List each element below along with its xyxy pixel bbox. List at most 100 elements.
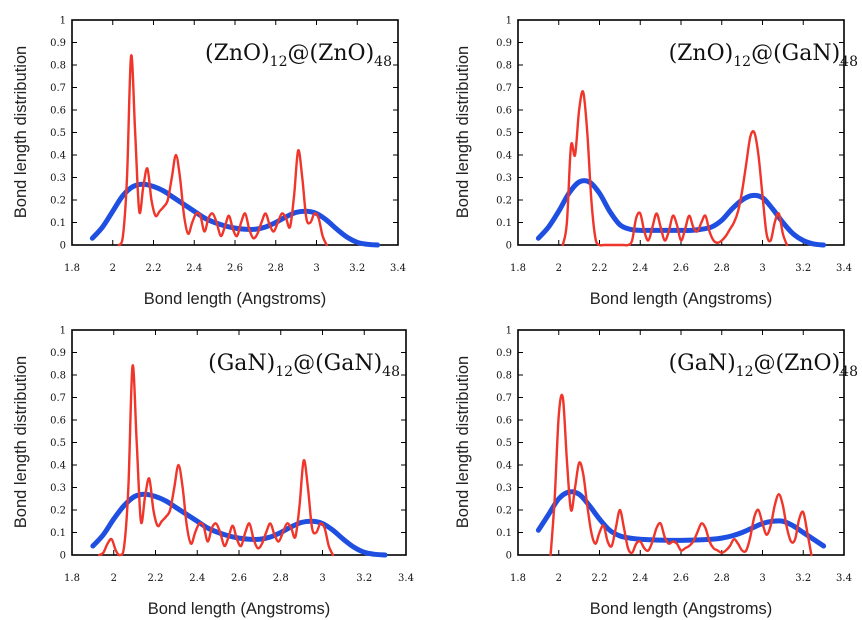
- y-tick-label: 0.4: [496, 151, 512, 162]
- y-axis-ticks: 0 0.1 0.2 0.3 0.4 0.5 0.6 0.7 0.8 0.9 1: [496, 326, 844, 562]
- y-tick-label: 1: [60, 16, 66, 27]
- y-tick-label: 1: [506, 326, 512, 337]
- panel-title: (GaN)12@(ZnO)48: [669, 351, 858, 380]
- x-tick-label: 2.8: [714, 263, 730, 274]
- x-tick-label: 2.4: [632, 573, 648, 584]
- panel-title: (ZnO)12@(GaN)48: [669, 41, 858, 70]
- chart-panel-1: 1.8 2 2.2 2.4 2.6 2.8 3 3.2 3.4 0 0.1 0.2 0.3 0.4 0.5…: [454, 16, 858, 309]
- y-tick-label: 0.9: [496, 38, 512, 49]
- x-tick-label: 2.8: [268, 263, 284, 274]
- x-axis-label: Bond length (Angstroms): [590, 290, 773, 308]
- y-tick-label: 0.7: [50, 83, 66, 94]
- x-axis-ticks: 1.8 2 2.2 2.4 2.6 2.8 3 3.2 3.4: [64, 20, 406, 274]
- x-tick-label: 2.6: [673, 573, 689, 584]
- y-tick-label: 0.5: [496, 438, 512, 449]
- x-tick-label: 3.4: [390, 263, 406, 274]
- y-tick-label: 0: [506, 241, 512, 252]
- x-axis-label: Bond length (Angstroms): [144, 290, 327, 308]
- y-tick-label: 0.8: [496, 61, 512, 72]
- x-tick-label: 2.4: [186, 263, 202, 274]
- x-tick-label: 3.2: [356, 573, 372, 584]
- series-lines: [89, 54, 381, 248]
- y-tick-label: 0.5: [50, 128, 66, 139]
- x-axis-ticks: 1.8 2 2.2 2.4 2.6 2.8 3 3.2 3.4: [510, 20, 852, 274]
- x-tick-label: 3.4: [836, 263, 852, 274]
- chart-panel-2: 1.8 2 2.2 2.4 2.6 2.8 3 3.2 3.4 0 0.1 0.2 0.3 0.4 0.5…: [12, 326, 414, 619]
- x-axis-label: Bond length (Angstroms): [148, 600, 331, 618]
- x-tick-label: 2.8: [273, 573, 289, 584]
- series-line-red: [97, 364, 335, 557]
- x-tick-label: 2.2: [146, 263, 162, 274]
- x-tick-label: 2.6: [227, 263, 243, 274]
- y-tick-label: 0.8: [50, 371, 66, 382]
- y-axis-label: Bond length distribution: [12, 356, 30, 528]
- y-axis-ticks: 0 0.1 0.2 0.3 0.4 0.5 0.6 0.7 0.8 0.9 1: [496, 16, 844, 252]
- x-tick-label: 1.8: [64, 263, 80, 274]
- x-tick-label: 2.4: [632, 263, 648, 274]
- series-line-red: [561, 90, 789, 247]
- x-tick-label: 2.2: [148, 573, 164, 584]
- y-tick-label: 0.6: [50, 106, 66, 117]
- x-tick-label: 1.8: [510, 263, 526, 274]
- y-tick-label: 0.8: [496, 371, 512, 382]
- y-tick-label: 0.4: [50, 151, 66, 162]
- x-tick-label: 2: [111, 573, 117, 584]
- y-axis-label: Bond length distribution: [12, 46, 30, 218]
- x-axis-label: Bond length (Angstroms): [590, 600, 773, 618]
- series-line-red: [117, 54, 328, 247]
- series-line-blue: [535, 178, 827, 248]
- x-tick-label: 2.2: [592, 573, 608, 584]
- chart-panel-0: 1.8 2 2.2 2.4 2.6 2.8 3 3.2 3.4 0 0.1 0.2 0.3 0.4 0.5…: [12, 16, 406, 309]
- y-tick-label: 0.3: [50, 483, 66, 494]
- y-tick-label: 0.6: [50, 416, 66, 427]
- y-tick-label: 0.3: [496, 173, 512, 184]
- x-tick-label: 3.2: [795, 573, 811, 584]
- series-lines: [90, 364, 388, 558]
- y-tick-label: 0.9: [496, 348, 512, 359]
- panel-title: (GaN)12@(GaN)48: [208, 351, 400, 380]
- y-tick-label: 0.2: [496, 196, 512, 207]
- y-tick-label: 0.2: [50, 506, 66, 517]
- y-tick-label: 0.8: [50, 61, 66, 72]
- y-tick-label: 0.2: [496, 506, 512, 517]
- series-lines: [535, 90, 827, 248]
- y-tick-label: 0.9: [50, 348, 66, 359]
- x-axis-ticks: 1.8 2 2.2 2.4 2.6 2.8 3 3.2 3.4: [64, 330, 414, 584]
- x-tick-label: 1.8: [64, 573, 80, 584]
- x-tick-label: 2.6: [673, 263, 689, 274]
- y-tick-label: 0.4: [50, 461, 66, 472]
- x-tick-label: 3: [759, 263, 765, 274]
- x-tick-label: 3: [319, 573, 325, 584]
- x-tick-label: 3.4: [398, 573, 414, 584]
- y-tick-label: 0: [506, 551, 512, 562]
- y-tick-label: 0.3: [50, 173, 66, 184]
- y-tick-label: 0.5: [496, 128, 512, 139]
- y-tick-label: 0.1: [496, 528, 512, 539]
- y-tick-label: 0.1: [496, 218, 512, 229]
- x-tick-label: 2.2: [592, 263, 608, 274]
- y-axis-ticks: 0 0.1 0.2 0.3 0.4 0.5 0.6 0.7 0.8 0.9 1: [50, 326, 406, 562]
- y-tick-label: 0.7: [496, 393, 512, 404]
- y-tick-label: 0.1: [50, 528, 66, 539]
- y-tick-label: 1: [60, 326, 66, 337]
- x-tick-label: 3.2: [349, 263, 365, 274]
- y-tick-label: 0.5: [50, 438, 66, 449]
- y-tick-label: 0.9: [50, 38, 66, 49]
- x-tick-label: 3.2: [795, 263, 811, 274]
- x-tick-label: 1.8: [510, 573, 526, 584]
- y-tick-label: 0.6: [496, 106, 512, 117]
- series-line-red: [549, 393, 813, 557]
- series-lines: [535, 393, 827, 557]
- x-tick-label: 2.6: [231, 573, 247, 584]
- y-tick-label: 0: [60, 551, 66, 562]
- y-tick-label: 0: [60, 241, 66, 252]
- x-tick-label: 2.4: [189, 573, 205, 584]
- y-tick-label: 0.6: [496, 416, 512, 427]
- panel-title: (ZnO)12@(ZnO)48: [205, 41, 392, 70]
- x-tick-label: 2: [556, 573, 562, 584]
- y-tick-label: 0.4: [496, 461, 512, 472]
- y-axis-ticks: 0 0.1 0.2 0.3 0.4 0.5 0.6 0.7 0.8 0.9 1: [50, 16, 398, 252]
- x-tick-label: 2: [556, 263, 562, 274]
- x-tick-label: 3: [759, 573, 765, 584]
